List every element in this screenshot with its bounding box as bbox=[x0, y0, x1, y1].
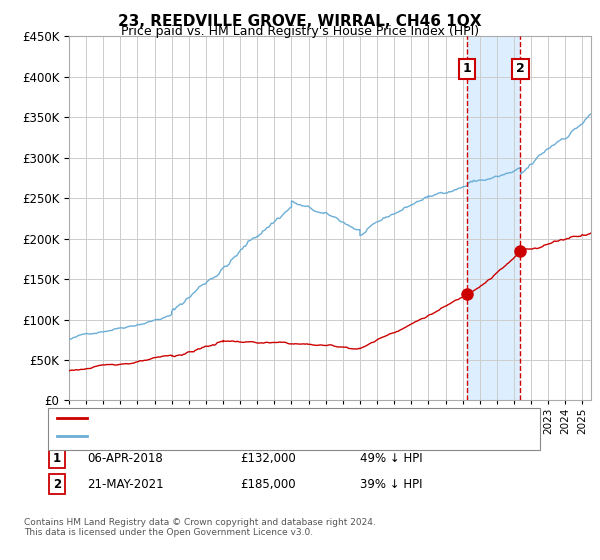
Text: HPI: Average price, detached house, Wirral: HPI: Average price, detached house, Wirr… bbox=[93, 431, 328, 441]
Text: 39% ↓ HPI: 39% ↓ HPI bbox=[360, 478, 422, 491]
Text: Price paid vs. HM Land Registry's House Price Index (HPI): Price paid vs. HM Land Registry's House … bbox=[121, 25, 479, 38]
Text: £185,000: £185,000 bbox=[240, 478, 296, 491]
Text: Contains HM Land Registry data © Crown copyright and database right 2024.
This d: Contains HM Land Registry data © Crown c… bbox=[24, 518, 376, 538]
Text: 06-APR-2018: 06-APR-2018 bbox=[87, 451, 163, 465]
Text: 23, REEDVILLE GROVE, WIRRAL, CH46 1QX (detached house): 23, REEDVILLE GROVE, WIRRAL, CH46 1QX (d… bbox=[93, 413, 427, 423]
Text: 49% ↓ HPI: 49% ↓ HPI bbox=[360, 451, 422, 465]
Bar bbox=[467, 36, 520, 400]
Text: 21-MAY-2021: 21-MAY-2021 bbox=[87, 478, 164, 491]
Text: 2: 2 bbox=[516, 62, 525, 75]
Text: 2: 2 bbox=[53, 478, 61, 491]
Text: 23, REEDVILLE GROVE, WIRRAL, CH46 1QX: 23, REEDVILLE GROVE, WIRRAL, CH46 1QX bbox=[118, 14, 482, 29]
Text: 1: 1 bbox=[463, 62, 472, 75]
Text: £132,000: £132,000 bbox=[240, 451, 296, 465]
Text: 1: 1 bbox=[53, 451, 61, 465]
